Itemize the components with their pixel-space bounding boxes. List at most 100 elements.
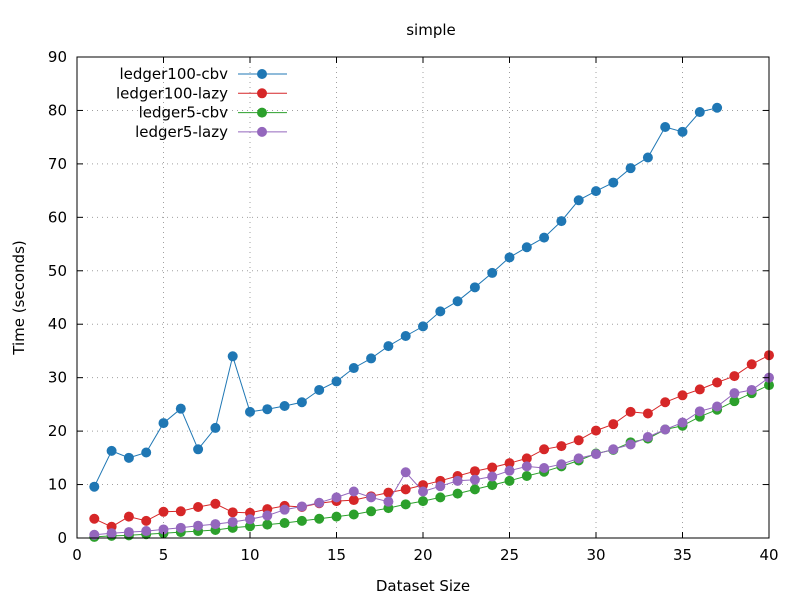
series-ledger100-cbv — [89, 102, 723, 492]
y-tick-label: 0 — [57, 529, 67, 547]
data-point — [487, 480, 498, 491]
legend-item: ledger5-cbv — [139, 104, 287, 122]
y-tick-label: 80 — [48, 101, 67, 119]
data-point — [573, 195, 584, 206]
data-point — [729, 396, 740, 407]
data-point — [746, 384, 757, 395]
data-point — [539, 444, 550, 455]
data-point — [452, 488, 463, 499]
data-point — [625, 406, 636, 417]
legend-label: ledger5-lazy — [135, 123, 228, 141]
data-point — [106, 445, 117, 456]
data-point — [193, 520, 204, 531]
y-tick-label: 90 — [48, 48, 67, 66]
data-point — [210, 422, 221, 433]
data-point — [504, 458, 515, 469]
data-point — [418, 486, 428, 497]
data-point — [314, 497, 325, 508]
data-point — [642, 431, 653, 442]
data-point — [573, 435, 584, 446]
data-point — [141, 515, 152, 526]
data-point — [660, 122, 671, 133]
data-point — [314, 384, 325, 395]
data-point — [746, 359, 757, 370]
y-axis-label: Time (seconds) — [10, 240, 28, 356]
data-point — [642, 408, 653, 419]
data-point — [694, 107, 705, 118]
data-point — [435, 481, 446, 492]
data-point — [123, 452, 134, 463]
data-point — [625, 163, 636, 174]
data-point — [556, 441, 567, 452]
data-point — [608, 419, 619, 430]
x-tick-label: 40 — [759, 546, 778, 564]
data-point — [400, 499, 411, 510]
data-point — [504, 252, 515, 263]
data-point — [89, 481, 100, 492]
y-tick-label: 50 — [48, 262, 67, 280]
data-point — [400, 467, 411, 478]
data-point — [296, 501, 307, 512]
data-point — [158, 506, 169, 517]
data-point — [175, 403, 186, 414]
data-point — [89, 529, 100, 540]
data-point — [608, 444, 619, 455]
data-point — [141, 447, 152, 458]
data-point — [469, 466, 480, 477]
data-point — [521, 471, 532, 482]
data-point — [712, 102, 723, 113]
data-point — [296, 397, 307, 408]
series-line — [93, 107, 718, 487]
data-point — [262, 404, 273, 415]
data-point — [591, 186, 601, 197]
data-point — [348, 509, 359, 520]
data-point — [487, 471, 498, 482]
data-point — [660, 397, 671, 408]
y-tick-label: 10 — [48, 476, 67, 494]
data-point — [452, 475, 463, 486]
data-point — [694, 384, 705, 395]
data-point — [521, 242, 532, 253]
data-point — [123, 511, 134, 522]
data-point — [400, 330, 411, 341]
x-tick-label: 15 — [327, 546, 346, 564]
data-point — [521, 461, 532, 472]
data-point — [158, 524, 169, 535]
data-point — [677, 126, 688, 137]
series-layer — [89, 102, 774, 542]
series-ledger5-cbv — [89, 380, 774, 542]
data-point — [556, 216, 567, 227]
data-point — [262, 510, 273, 521]
data-point — [175, 522, 186, 533]
data-point — [435, 306, 446, 317]
data-point — [591, 425, 601, 436]
data-point — [348, 495, 359, 506]
data-point — [366, 492, 377, 503]
data-point — [729, 371, 740, 382]
data-point — [383, 487, 394, 498]
data-point — [469, 484, 480, 495]
data-point — [348, 363, 359, 374]
data-point — [677, 417, 688, 428]
data-point — [521, 453, 532, 464]
data-point — [123, 527, 134, 538]
data-point — [331, 376, 342, 387]
data-point — [366, 506, 377, 517]
data-point — [539, 232, 550, 243]
data-point — [296, 515, 307, 526]
data-point — [608, 177, 619, 188]
data-point — [193, 502, 204, 513]
data-point — [383, 496, 394, 507]
x-tick-label: 0 — [72, 546, 82, 564]
x-tick-label: 10 — [240, 546, 259, 564]
data-point — [314, 513, 325, 524]
data-point — [660, 424, 671, 435]
x-tick-label: 30 — [586, 546, 605, 564]
y-tick-label: 70 — [48, 155, 67, 173]
y-tick-label: 40 — [48, 315, 67, 333]
legend-label: ledger100-cbv — [119, 65, 228, 83]
data-point — [694, 406, 705, 417]
